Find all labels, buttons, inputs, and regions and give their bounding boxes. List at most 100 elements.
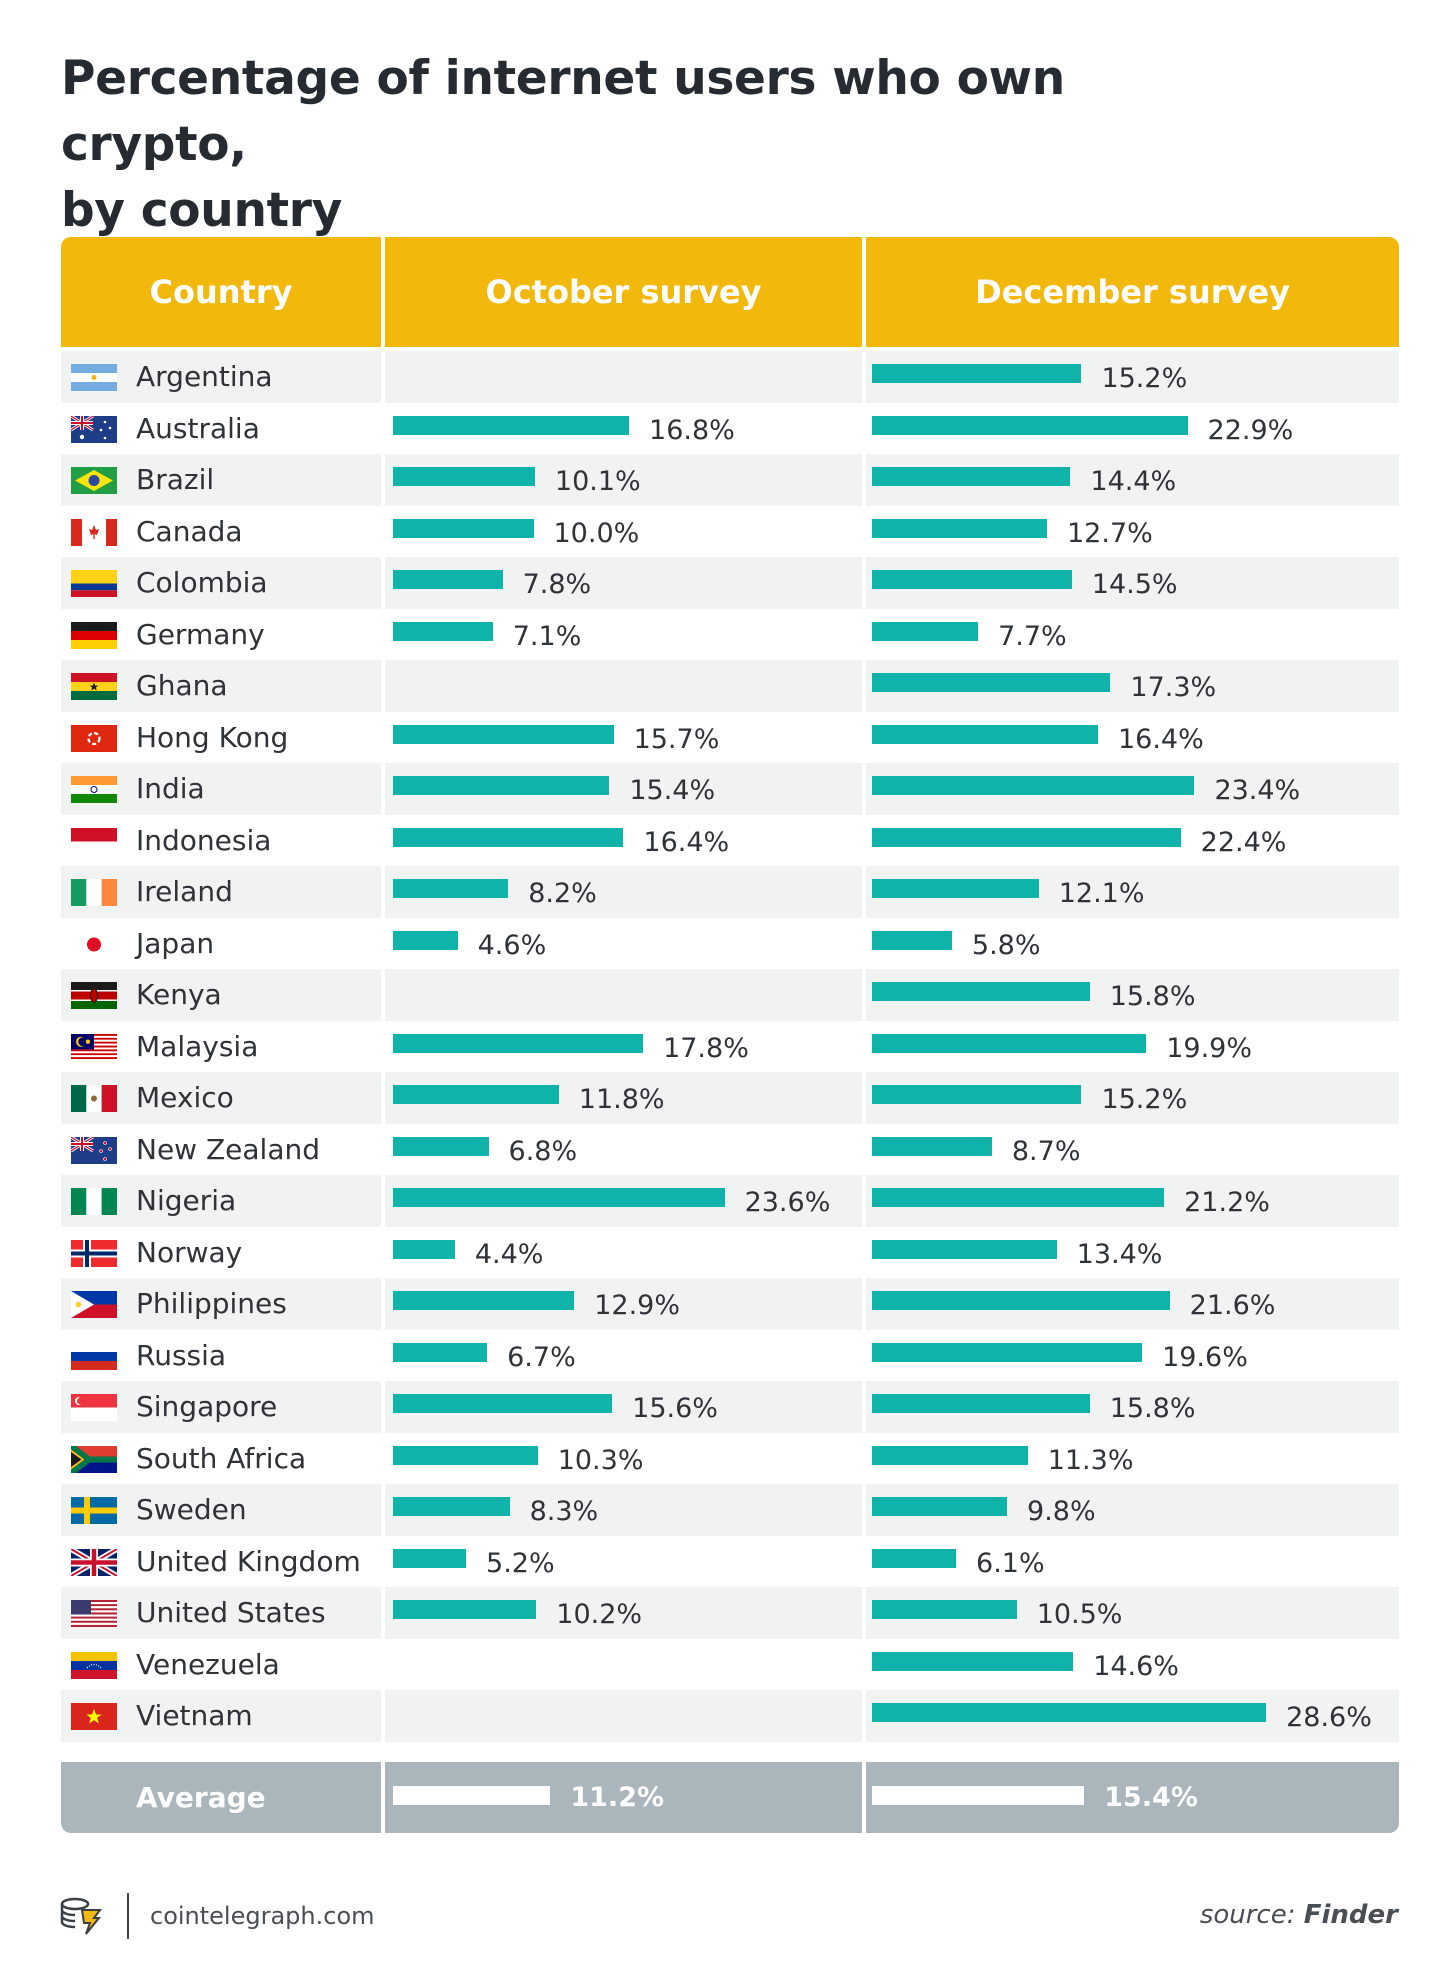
december-bar [872,1497,1008,1516]
december-bar [872,364,1082,383]
table-row: Venezuela 14.6% [61,1638,1399,1691]
table-row: United Kingdom 5.2% 6.1% [61,1535,1399,1588]
october-bar [393,467,535,486]
october-bar [393,1188,725,1207]
october-value: 16.8% [649,414,735,446]
october-bar [393,879,509,898]
country-name: Russia [136,1338,227,1372]
december-bar [872,1085,1082,1104]
source-prefix: source: [1199,1900,1304,1930]
table-row: Brazil 10.1% 14.4% [61,454,1399,506]
october-value: 4.6% [477,929,547,961]
header-december: December survey [866,237,1399,347]
october-bar [393,1136,489,1156]
october-value: 17.8% [663,1032,749,1064]
table-row: Ireland 8.2% 12.1% [61,866,1399,918]
december-value: 7.7% [998,620,1067,652]
october-value: 15.4% [629,775,716,806]
october-bar [393,827,624,847]
country-name: Mexico [136,1081,234,1114]
germany-flag-icon [71,621,117,649]
december-value: 21.6% [1189,1290,1276,1321]
december-bar [872,1342,1143,1362]
december-bar [872,1548,957,1568]
footer-source: source: Finder [1200,1895,1398,1935]
title-line-2: by country [61,183,342,238]
table-row: Nigeria 23.6% 21.2% [61,1175,1399,1227]
country-name: Singapore [136,1390,278,1423]
october-value: 8.3% [529,1496,599,1527]
table-row: Norway 4.4% 13.4% [61,1226,1399,1279]
october-bar [393,1497,510,1516]
column-divider [381,237,385,1833]
october-value: 10.0% [553,517,640,549]
table-row: Singapore 15.6% 15.8% [61,1381,1399,1433]
ireland-flag-icon [71,879,117,906]
country-name: Norway [136,1235,243,1269]
december-value: 22.9% [1207,414,1294,446]
country-name: Ghana [136,669,228,702]
brazil-flag-icon [71,467,117,494]
united-kingdom-flag-icon [71,1548,117,1576]
december-bar [872,621,979,641]
source-name: Finder [1303,1900,1398,1930]
october-bar [393,1600,537,1619]
table-row: South Africa 10.3% 11.3% [61,1432,1399,1485]
singapore-flag-icon [71,1394,117,1421]
indonesia-flag-icon [71,827,117,855]
december-value: 19.6% [1162,1341,1248,1373]
december-value: 17.3% [1130,672,1217,703]
cointelegraph-logo-icon [60,1897,102,1935]
october-bar [393,1445,538,1465]
country-name: Colombia [136,566,268,599]
average-december-bar [872,1786,1085,1805]
october-bar [393,1239,455,1259]
october-value: 15.6% [632,1393,718,1424]
december-value: 12.1% [1058,878,1145,909]
december-value: 8.7% [1011,1135,1081,1167]
average-october-value: 11.2% [570,1782,665,1813]
october-value: 10.1% [554,466,641,497]
december-bar [872,1394,1090,1413]
average-october-bar [393,1786,551,1805]
vietnam-flag-icon [71,1703,117,1730]
october-bar [393,1085,559,1104]
october-bar [393,570,503,589]
october-bar [393,1342,488,1362]
country-name: Vietnam [136,1699,253,1732]
ghana-flag-icon [71,673,117,700]
india-flag-icon [71,776,117,803]
october-value: 8.2% [528,878,597,909]
october-bar [393,776,610,795]
australia-flag-icon [71,415,117,443]
october-bar [393,415,630,435]
december-value: 15.8% [1109,1393,1196,1424]
december-value: 15.2% [1101,1084,1188,1115]
header-october: October survey [385,237,862,347]
footer-site[interactable]: cointelegraph.com [150,1902,375,1930]
country-name: Australia [136,411,260,445]
december-bar [872,879,1039,898]
table-row: Ghana 17.3% [61,660,1399,712]
table-row: Kenya 15.8% [61,969,1399,1021]
canada-flag-icon [71,518,117,546]
malaysia-flag-icon [71,1033,117,1061]
december-value: 14.6% [1093,1650,1179,1682]
december-bar [872,1445,1028,1465]
country-name: Kenya [136,978,222,1011]
december-bar [872,1033,1147,1053]
december-value: 9.8% [1027,1496,1096,1527]
december-bar [872,930,952,950]
country-name: India [136,772,205,805]
sweden-flag-icon [71,1497,117,1524]
october-bar [393,621,493,641]
october-bar [393,724,614,744]
column-divider [862,237,866,1833]
october-bar [393,518,534,538]
december-bar [872,776,1195,795]
december-value: 23.4% [1214,775,1301,806]
table-row: Australia 16.8% 22.9% [61,402,1399,455]
december-value: 21.2% [1184,1187,1270,1218]
united-states-flag-icon [71,1600,117,1627]
october-bar [393,1291,575,1310]
